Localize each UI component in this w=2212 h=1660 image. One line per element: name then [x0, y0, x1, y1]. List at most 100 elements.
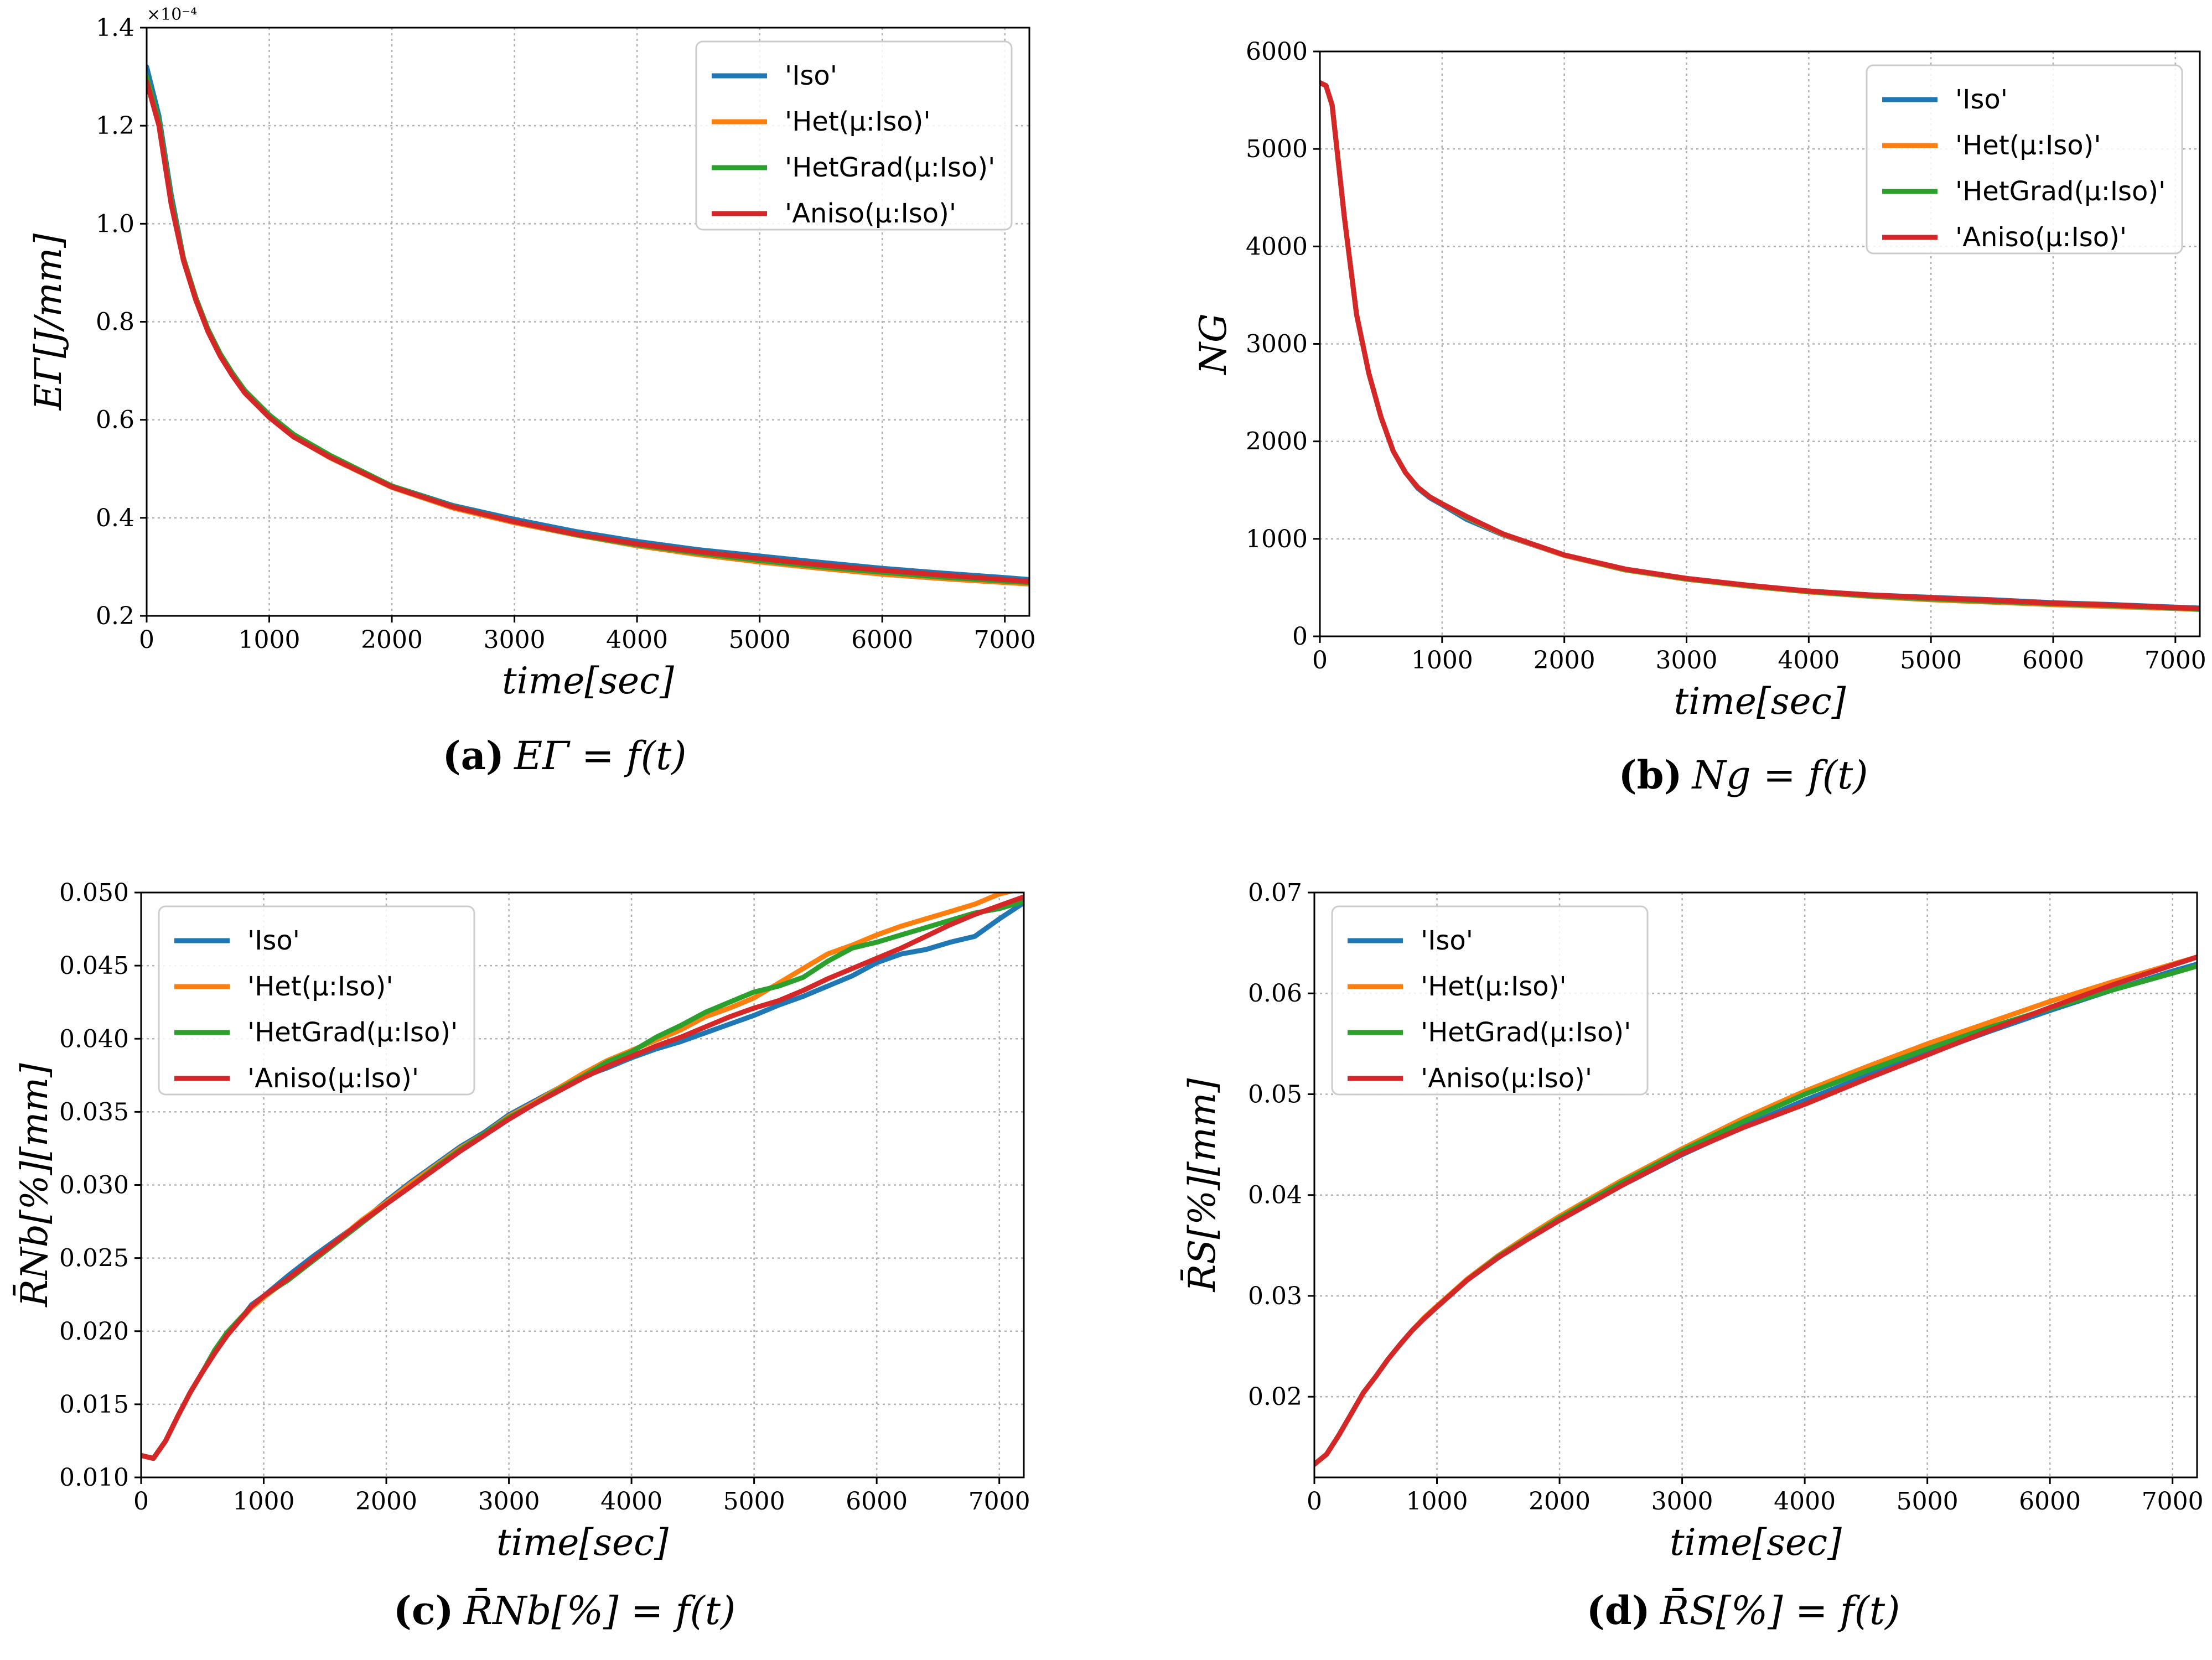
y-tick-label: 1.0 [96, 210, 134, 238]
x-tick-label: 4000 [1778, 646, 1840, 675]
x-tick-label: 4000 [600, 1487, 662, 1516]
x-tick-label: 4000 [606, 626, 668, 654]
axes-frame [1313, 891, 2198, 1479]
x-tick-label: 1000 [1411, 646, 1473, 675]
x-tick-label: 7000 [2142, 1487, 2204, 1516]
x-tick-label: 2000 [361, 626, 423, 654]
y-tick-label: 0.040 [59, 1025, 129, 1053]
caption: (d) R̄S[%] = f(t) [1587, 1588, 1900, 1633]
legend-label-het: 'Het(μ:Iso)' [1421, 971, 1567, 1002]
x-axis-label: time[sec] [1674, 680, 1846, 723]
x-tick-label: 2000 [1529, 1487, 1591, 1516]
legend-label-het: 'Het(μ:Iso)' [247, 971, 393, 1002]
series-line-aniso [1320, 80, 2200, 611]
y-tick-label: 0.02 [1248, 1383, 1302, 1411]
legend-label-aniso: 'Aniso(μ:Iso)' [247, 1063, 419, 1094]
y-tick-label: 0 [1292, 622, 1308, 651]
legend-label-hetgrad: 'HetGrad(μ:Iso)' [1421, 1017, 1631, 1048]
caption-formula: EΓ = f(t) [513, 733, 686, 779]
legend-label-het: 'Het(μ:Iso)' [785, 106, 931, 137]
caption-formula: R̄Nb[%] = f(t) [463, 1588, 736, 1633]
y-tick-label: 1.2 [96, 112, 134, 140]
x-tick-label: 3000 [484, 626, 546, 654]
caption-label: (d) [1587, 1588, 1650, 1633]
legend-label-aniso: 'Aniso(μ:Iso)' [1955, 222, 2127, 253]
chart-c: 0 1000 2000 3000 4000 5000 6000 7000 0.010 0.015 0… [13, 879, 1030, 1633]
y-tick-label: 1000 [1246, 525, 1308, 553]
x-axis-label: time[sec] [502, 660, 674, 702]
x-tick-label: 2000 [355, 1487, 417, 1516]
y-tick-label: 0.4 [96, 504, 134, 532]
legend-label-het: 'Het(μ:Iso)' [1955, 130, 2101, 161]
legend-box [158, 905, 475, 1096]
y-tick-label: 0.020 [59, 1317, 129, 1346]
x-tick-label: 7000 [968, 1487, 1030, 1516]
x-tick-label: 1000 [239, 626, 301, 654]
x-tick-label: 6000 [2022, 646, 2084, 675]
x-tick-label: 6000 [851, 626, 913, 654]
y-tick-label: 0.05 [1248, 1080, 1302, 1108]
x-tick-label: 3000 [478, 1487, 540, 1516]
x-axis-label: time[sec] [496, 1521, 669, 1564]
y-axis-label: EΓ[J/mm] [27, 234, 70, 411]
caption-formula: Ng = f(t) [1691, 753, 1868, 798]
y-tick-label: 0.050 [59, 879, 129, 907]
y-axis-label: R̄S[%][mm] [1181, 1078, 1224, 1292]
y-tick-label: 0.04 [1248, 1181, 1302, 1210]
x-tick-label: 4000 [1774, 1487, 1836, 1516]
x-tick-label: 0 [1312, 646, 1328, 675]
legend-label-hetgrad: 'HetGrad(μ:Iso)' [785, 152, 995, 183]
legend-label-hetgrad: 'HetGrad(μ:Iso)' [247, 1017, 458, 1048]
x-tick-label: 7000 [974, 626, 1036, 654]
caption-label: (a) [442, 733, 504, 779]
legend-box [1866, 64, 2183, 255]
legend-box [1331, 905, 1649, 1096]
y-tick-label: 0.07 [1248, 879, 1302, 907]
y-axis-label: NG [1192, 313, 1235, 375]
legend-label-iso: 'Iso' [1955, 84, 2008, 115]
legend-label-aniso: 'Aniso(μ:Iso)' [1421, 1063, 1592, 1094]
y-tick-label: 3000 [1246, 330, 1308, 359]
caption-label: (b) [1618, 752, 1682, 798]
x-tick-label: 0 [139, 626, 154, 654]
caption-formula: R̄S[%] = f(t) [1659, 1588, 1900, 1633]
x-tick-label: 1000 [233, 1487, 295, 1516]
y-tick-label: 5000 [1246, 135, 1308, 163]
legend-label-iso: 'Iso' [1421, 925, 1473, 956]
x-tick-label: 0 [133, 1487, 149, 1516]
x-tick-label: 5000 [723, 1487, 785, 1516]
chart-d: 0 1000 2000 3000 4000 5000 6000 7000 0.02 0.03 0.0… [1181, 879, 2204, 1633]
y-tick-label: 0.2 [96, 602, 134, 630]
x-tick-label: 5000 [1897, 1487, 1959, 1516]
chart-b: 0 1000 2000 3000 4000 5000 6000 7000 0 1000 2000 30… [1192, 38, 2206, 798]
x-tick-label: 2000 [1534, 646, 1595, 675]
y-tick-label: 2000 [1246, 428, 1308, 456]
chart-a: 0 1000 2000 3000 4000 5000 6000 7000 0.2 0.4 0.6 0.… [27, 5, 1036, 779]
legend-label-aniso: 'Aniso(μ:Iso)' [785, 198, 956, 229]
y-tick-label: 0.045 [59, 952, 129, 980]
legend-label-iso: 'Iso' [247, 925, 300, 956]
series-line-aniso [147, 79, 1029, 584]
legend-label-iso: 'Iso' [785, 60, 837, 91]
caption: (a) EΓ = f(t) [442, 733, 686, 779]
legend-label-hetgrad: 'HetGrad(μ:Iso)' [1955, 176, 2166, 207]
y-tick-label: 0.025 [59, 1244, 129, 1273]
y-tick-label: 1.4 [96, 14, 134, 42]
x-tick-label: 3000 [1656, 646, 1718, 675]
y-tick-label: 0.035 [59, 1098, 129, 1126]
caption-label: (c) [393, 1588, 454, 1633]
y-axis-label: R̄Nb[%][mm] [13, 1063, 56, 1308]
y-tick-label: 0.030 [59, 1171, 129, 1200]
legend-box [695, 40, 1013, 231]
y-tick-label: 6000 [1246, 38, 1308, 66]
y-tick-label: 0.8 [96, 308, 134, 336]
caption: (b) Ng = f(t) [1618, 752, 1868, 798]
y-tick-label: 0.03 [1248, 1282, 1302, 1310]
x-tick-label: 5000 [1900, 646, 1962, 675]
axis-multiplier: ×10⁻⁴ [147, 5, 197, 24]
y-tick-label: 0.6 [96, 406, 134, 434]
y-tick-label: 0.015 [59, 1391, 129, 1419]
x-tick-label: 0 [1307, 1487, 1322, 1516]
x-tick-label: 6000 [846, 1487, 908, 1516]
x-tick-label: 6000 [2019, 1487, 2081, 1516]
